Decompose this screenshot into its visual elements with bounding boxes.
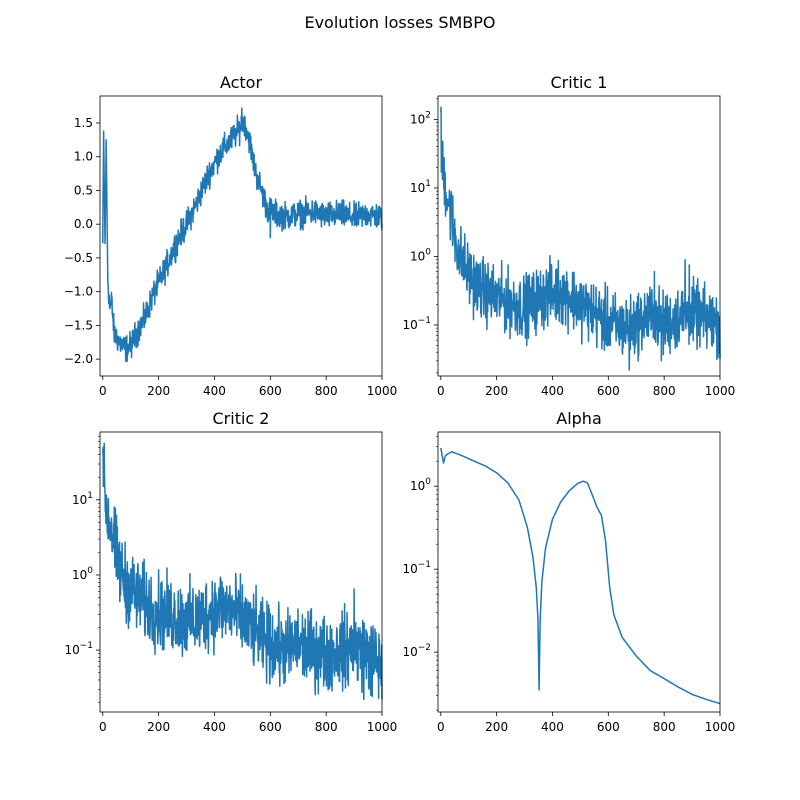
- subplot-critic-2: Critic 2 0 200 400 600 800 1000 10−1 100 101: [64, 409, 397, 734]
- series-line: [440, 106, 721, 371]
- x-tick-label: 0: [99, 720, 107, 734]
- series-line: [102, 442, 383, 701]
- x-tick-label: 200: [485, 384, 508, 398]
- x-tick-label: 1000: [705, 384, 736, 398]
- y-tick-label: 1.5: [74, 116, 93, 130]
- y-tick-label: 0.0: [74, 217, 93, 231]
- x-tick-label: 800: [653, 720, 676, 734]
- y-tick-label: 101: [410, 179, 431, 195]
- x-tick-label: 200: [485, 720, 508, 734]
- y-tick-label: 10−2: [402, 643, 431, 659]
- figure-title: Evolution losses SMBPO: [304, 13, 496, 32]
- x-tick-label: 0: [437, 720, 445, 734]
- x-tick-label: 600: [259, 720, 282, 734]
- x-tick-label: 800: [315, 384, 338, 398]
- subplot-title: Critic 1: [551, 73, 608, 92]
- x-tick-label: 400: [203, 720, 226, 734]
- y-tick-label: −1.5: [64, 318, 93, 332]
- subplot-alpha: Alpha 0 200 400 600 800 1000 10−2 10−1 100: [402, 409, 735, 734]
- x-tick-label: 600: [597, 384, 620, 398]
- subplot-title: Critic 2: [213, 409, 270, 428]
- y-tick-label: 100: [72, 566, 93, 582]
- y-tick-label: 101: [72, 491, 93, 507]
- x-tick-label: 400: [203, 384, 226, 398]
- x-tick-label: 1000: [367, 720, 398, 734]
- x-tick-label: 400: [541, 384, 564, 398]
- y-tick-label: 102: [410, 110, 431, 126]
- x-tick-label: 600: [259, 384, 282, 398]
- axes-frame: [437, 431, 721, 713]
- y-tick-label: −0.5: [64, 251, 93, 265]
- subplot-title: Actor: [220, 73, 263, 92]
- y-tick-label: 10−1: [402, 560, 431, 576]
- subplot-critic-1: Critic 1 0 200 400 600 800 1000 10−1 100 101 102: [402, 73, 735, 398]
- x-tick-label: 1000: [705, 720, 736, 734]
- axes-frame: [99, 431, 383, 713]
- x-tick-label: 0: [99, 384, 107, 398]
- x-tick-label: 800: [653, 384, 676, 398]
- subplot-title: Alpha: [556, 409, 602, 428]
- y-tick-label: −1.0: [64, 285, 93, 299]
- y-tick-label: 100: [410, 247, 431, 263]
- y-tick-label: −2.0: [64, 352, 93, 366]
- x-tick-label: 200: [147, 384, 170, 398]
- x-tick-label: 0: [437, 384, 445, 398]
- x-tick-label: 200: [147, 720, 170, 734]
- x-tick-label: 800: [315, 720, 338, 734]
- y-tick-label: 100: [410, 477, 431, 493]
- x-tick-label: 400: [541, 720, 564, 734]
- x-tick-label: 600: [597, 720, 620, 734]
- subplot-actor: Actor 0 200 400 600 800 1000 −2.0 −1.5 −1.0 −0.5 0.…: [64, 73, 397, 398]
- y-tick-label: 10−1: [402, 316, 431, 332]
- x-tick-label: 1000: [367, 384, 398, 398]
- series-line: [102, 107, 383, 363]
- axes-frame: [99, 95, 383, 377]
- series-line: [440, 447, 721, 705]
- y-tick-label: 0.5: [74, 183, 93, 197]
- y-tick-label: 1.0: [74, 150, 93, 164]
- y-tick-label: 10−1: [64, 641, 93, 657]
